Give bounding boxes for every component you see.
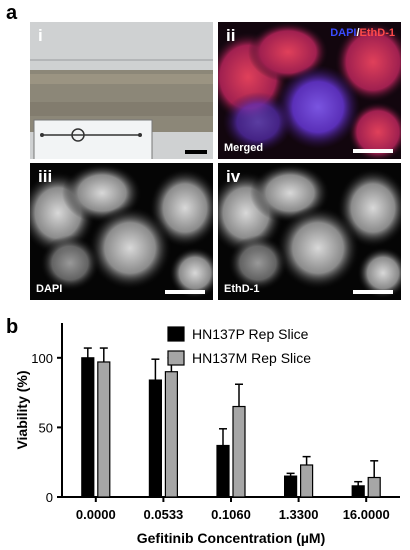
panel-a-letter: a: [6, 2, 18, 24]
image-i-label: i: [38, 26, 43, 45]
x-tick-label: 0.0000: [76, 507, 116, 522]
panel-b-letter: b: [6, 316, 19, 338]
merged-image: ii DAPI/EthD-1 Merged: [218, 22, 401, 159]
bar-hn137p: [351, 485, 365, 498]
legend-label: HN137P Rep Slice: [192, 326, 309, 342]
y-tick-label: 100: [31, 351, 53, 366]
bar-hn137m: [164, 371, 178, 498]
image-iii-label: iii: [38, 167, 53, 186]
dapi-image: iii DAPI: [30, 163, 213, 300]
legend-separator: /: [356, 27, 360, 39]
bar-hn137m: [367, 476, 381, 498]
y-axis-label: Viability (%): [14, 370, 30, 449]
merged-label: Merged: [224, 142, 264, 154]
x-axis-label: Gefitinib Concentration (µM): [137, 530, 326, 546]
brightfield-illustration: [30, 22, 213, 159]
image-iv-label: iv: [226, 167, 241, 186]
y-tick-label: 0: [46, 490, 53, 505]
x-tick-label: 0.0533: [144, 507, 184, 522]
legend-swatch: [167, 350, 185, 366]
legend-swatch: [167, 326, 185, 342]
legend-dapi: DAPI: [330, 27, 357, 39]
x-tick-label: 16.0000: [343, 507, 390, 522]
bar-hn137m: [97, 361, 111, 498]
brightfield-image: i: [30, 22, 213, 159]
bar-hn137m: [232, 405, 246, 498]
ethd-illustration: [218, 163, 401, 300]
bar-hn137m: [300, 464, 314, 498]
merged-illustration: [218, 22, 401, 159]
bar-hn137p: [284, 475, 298, 498]
bar-hn137p: [216, 444, 230, 498]
x-tick-label: 0.1060: [211, 507, 251, 522]
dapi-label: DAPI: [36, 283, 63, 295]
x-tick-label: 1.3300: [279, 507, 319, 522]
bar-hn137p: [148, 379, 162, 498]
dapi-illustration: [30, 163, 213, 300]
legend-ethd: EthD-1: [359, 27, 395, 39]
image-ii-label: ii: [226, 26, 236, 45]
ethd-label: EthD-1: [224, 283, 260, 295]
y-tick-label: 50: [39, 420, 53, 435]
bar-hn137p: [81, 357, 95, 498]
ethd-image: iv EthD-1: [218, 163, 401, 300]
legend-label: HN137M Rep Slice: [192, 350, 311, 366]
channel-legend: DAPI/EthD-1: [330, 27, 395, 39]
